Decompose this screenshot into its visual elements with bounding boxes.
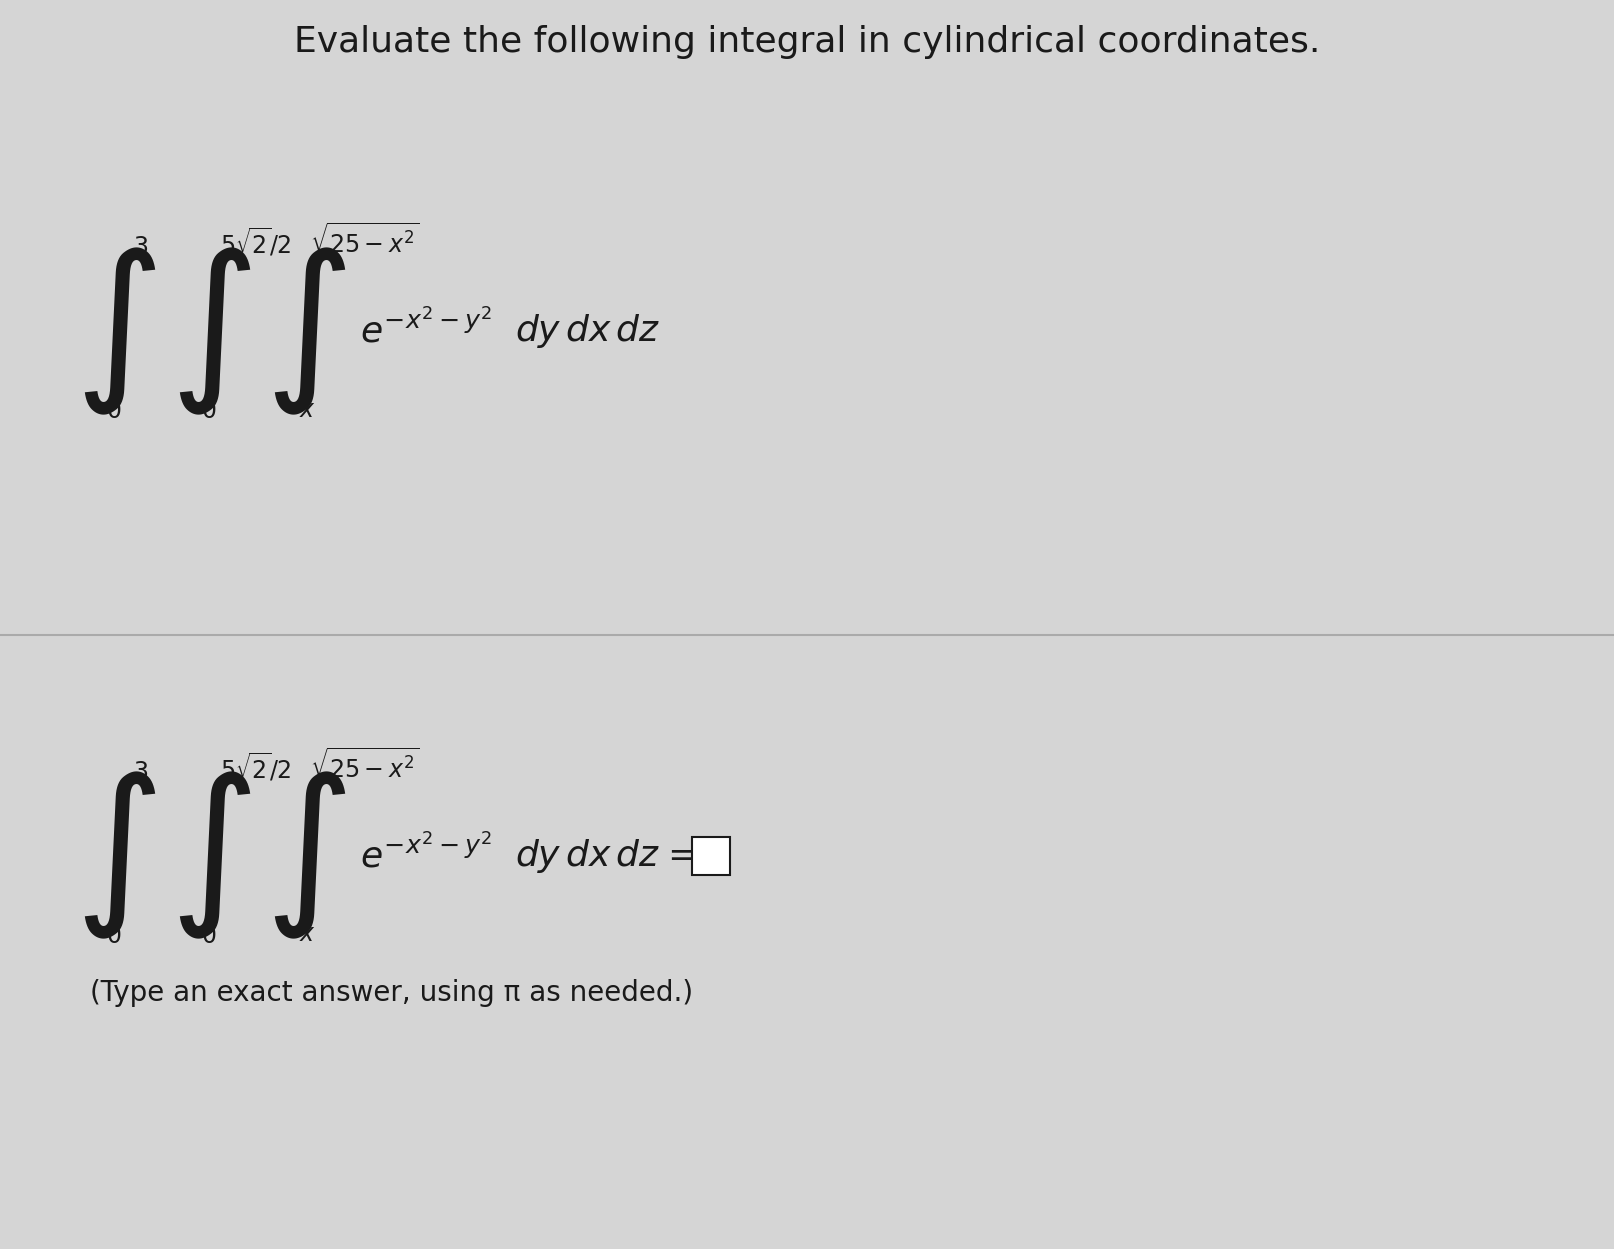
Text: 3: 3 — [132, 759, 148, 783]
Text: $dy\,dx\,dz$: $dy\,dx\,dz$ — [515, 312, 660, 350]
Text: $\int$: $\int$ — [74, 245, 157, 417]
Text: $\int$: $\int$ — [169, 769, 252, 942]
Text: $e^{-x^2-y^2}$: $e^{-x^2-y^2}$ — [360, 836, 492, 876]
Text: $5\sqrt{2}/2$: $5\sqrt{2}/2$ — [220, 226, 292, 259]
Text: Evaluate the following integral in cylindrical coordinates.: Evaluate the following integral in cylin… — [294, 25, 1320, 59]
Text: 0: 0 — [107, 398, 123, 423]
Text: 3: 3 — [132, 235, 148, 259]
Text: 0: 0 — [202, 398, 216, 423]
Text: $\int$: $\int$ — [265, 245, 345, 417]
Text: (Type an exact answer, using π as needed.): (Type an exact answer, using π as needed… — [90, 978, 692, 1007]
Text: $x$: $x$ — [299, 923, 316, 947]
Text: $\sqrt{25-x^2}$: $\sqrt{25-x^2}$ — [310, 748, 420, 783]
Text: 0: 0 — [202, 923, 216, 948]
Text: $\int$: $\int$ — [265, 769, 345, 942]
Text: $x$: $x$ — [299, 398, 316, 422]
Text: $\int$: $\int$ — [169, 245, 252, 417]
Text: $\int$: $\int$ — [74, 769, 157, 942]
Text: $dy\,dx\,dz$: $dy\,dx\,dz$ — [515, 837, 660, 874]
Text: $5\sqrt{2}/2$: $5\sqrt{2}/2$ — [220, 751, 292, 783]
Text: $\sqrt{25-x^2}$: $\sqrt{25-x^2}$ — [310, 224, 420, 259]
Text: 0: 0 — [107, 923, 123, 948]
Text: $e^{-x^2-y^2}$: $e^{-x^2-y^2}$ — [360, 311, 492, 351]
Text: $=$: $=$ — [660, 839, 696, 872]
Bar — [692, 837, 730, 874]
